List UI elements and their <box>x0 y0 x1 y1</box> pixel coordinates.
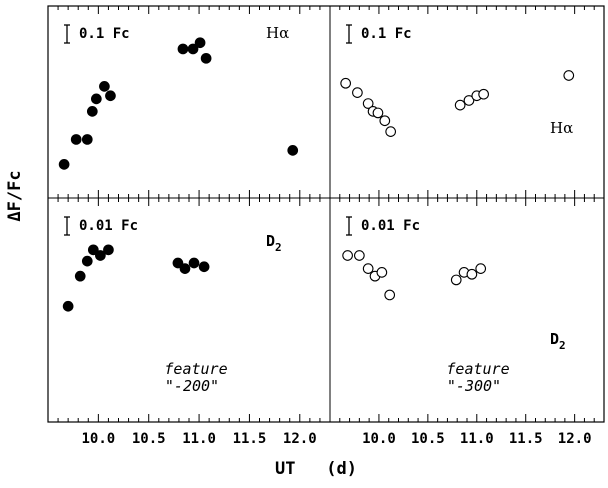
x-axis-ticks <box>57 6 595 422</box>
data-point <box>376 267 388 278</box>
data-point <box>200 52 212 64</box>
x-tick-label: 11.0 <box>460 431 494 447</box>
data-point <box>475 263 487 274</box>
data-point <box>362 98 374 109</box>
data-point <box>372 107 384 119</box>
spectral-line-label: D2 <box>266 232 282 254</box>
data-point <box>454 99 466 111</box>
data-point <box>81 134 93 145</box>
data-point <box>379 115 391 127</box>
data-point <box>90 93 102 105</box>
data-point <box>86 106 98 117</box>
data-point <box>563 70 575 81</box>
x-tick-label: 11.0 <box>182 431 216 447</box>
data-point <box>384 289 396 301</box>
data-point <box>103 244 114 256</box>
data-point <box>172 257 184 269</box>
spectral-line-label: Hα <box>266 24 289 42</box>
data-point <box>179 263 191 274</box>
data-point <box>354 250 365 261</box>
data-point <box>74 270 86 282</box>
x-tick-label: 11.5 <box>233 431 267 447</box>
scale-bar-label: 0.1 Fc <box>79 26 130 42</box>
data-point <box>463 95 475 106</box>
scale-bar-icon <box>346 216 352 236</box>
plot-frame <box>47 5 605 423</box>
data-point <box>99 81 110 92</box>
x-tick-label: 12.0 <box>283 431 317 447</box>
data-point <box>466 268 478 280</box>
scale-bar-icon <box>64 24 70 44</box>
data-point <box>362 263 374 274</box>
data-point <box>177 43 189 55</box>
feature-value: "-200" <box>165 377 219 395</box>
x-tick-label: 10.5 <box>132 431 166 447</box>
feature-label: feature <box>164 360 227 378</box>
feature-value: "-300" <box>447 377 501 395</box>
data-point <box>87 244 99 256</box>
y-axis-label: ΔF/Fc <box>5 170 25 221</box>
data-point <box>385 126 397 137</box>
x-tick-label: 10.5 <box>411 431 445 447</box>
data-point <box>198 261 210 273</box>
scale-bar-label: 0.01 Fc <box>361 218 420 234</box>
x-tick-label: 12.0 <box>558 431 592 447</box>
data-point <box>81 255 93 267</box>
data-point <box>58 159 70 170</box>
scale-bar-icon <box>346 24 352 44</box>
data-point <box>340 77 352 89</box>
data-point <box>187 43 199 55</box>
data-point <box>105 90 116 102</box>
panel-frames <box>47 5 605 423</box>
scale-bar-icon <box>64 216 70 236</box>
spectral-line-label: D2 <box>550 330 566 352</box>
data-point <box>62 300 74 312</box>
x-tick-label: 10.0 <box>362 431 396 447</box>
data-point <box>342 250 353 261</box>
data-point <box>95 250 106 261</box>
spectral-line-label: Hα <box>550 119 573 137</box>
data-point <box>70 134 82 145</box>
data-point <box>194 37 206 49</box>
axis-labels: 10.0 10.5 11.0 11.5 12.0 10.0 10.5 11.0 11.5 12.0… <box>5 170 592 479</box>
scale-bar-label: 0.1 Fc <box>361 26 412 42</box>
scale-bar-label: 0.01 Fc <box>79 218 138 234</box>
data-point <box>188 257 200 269</box>
x-axis-label: UT (d) <box>275 459 357 479</box>
data-point <box>478 88 489 100</box>
data-point <box>287 145 299 156</box>
x-tick-label: 10.0 <box>81 431 115 447</box>
data-point <box>450 274 462 286</box>
data-points <box>58 37 575 312</box>
x-tick-label: 11.5 <box>509 431 543 447</box>
feature-label: feature <box>446 360 509 378</box>
data-point <box>352 87 363 98</box>
